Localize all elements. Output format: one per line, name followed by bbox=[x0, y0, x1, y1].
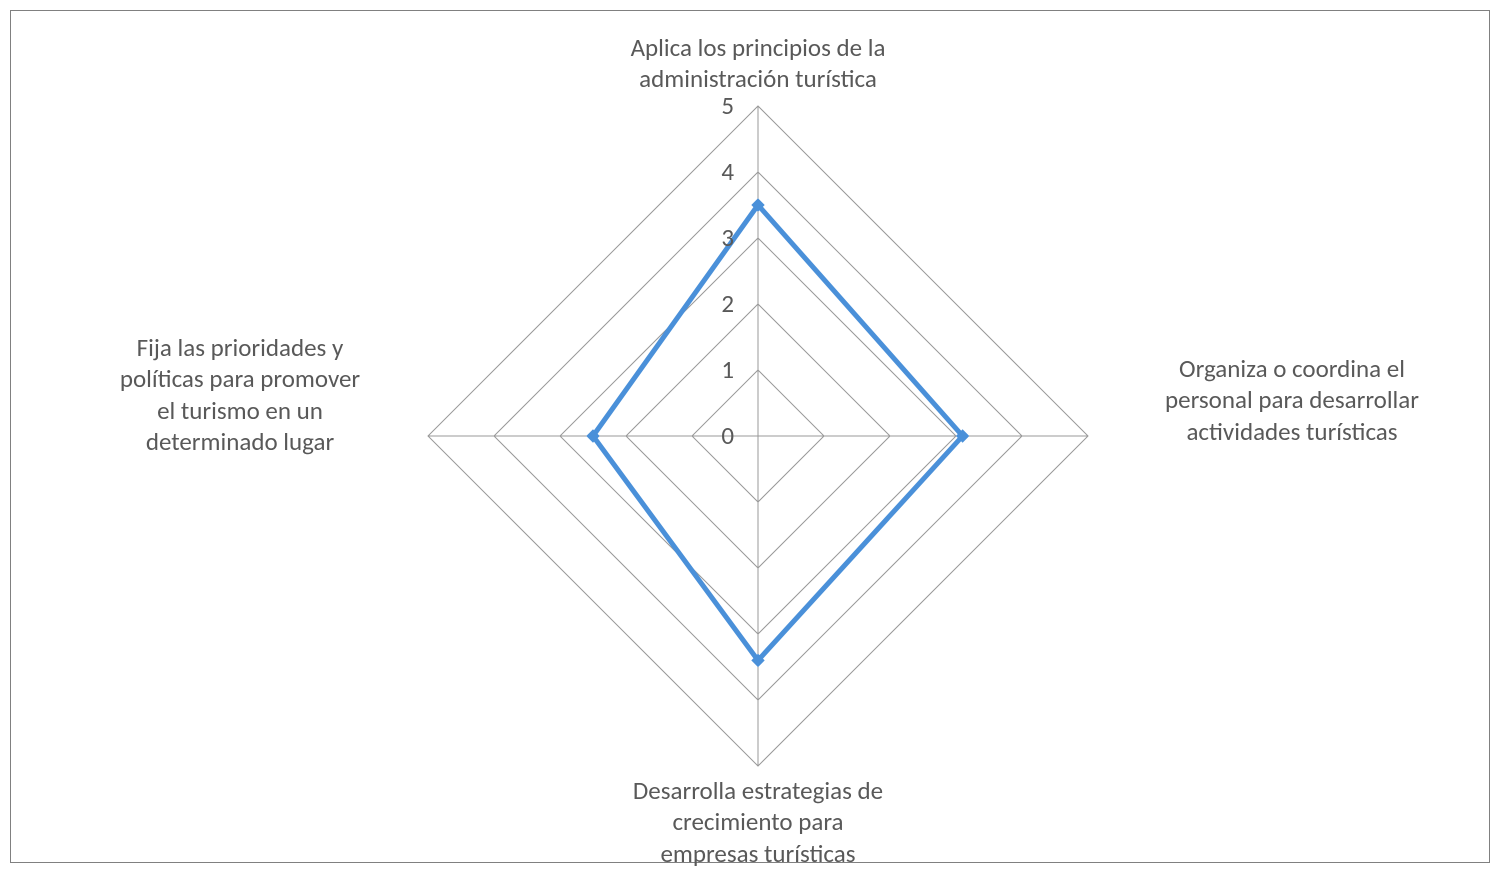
axis-label: Aplica los principios de la administraci… bbox=[498, 32, 1018, 95]
tick-label: 0 bbox=[694, 420, 734, 451]
tick-label: 2 bbox=[694, 288, 734, 319]
axis-label: Desarrolla estrategias de crecimiento pa… bbox=[498, 775, 1018, 869]
tick-label: 5 bbox=[694, 90, 734, 121]
tick-label: 1 bbox=[694, 354, 734, 385]
data-series bbox=[593, 205, 963, 660]
tick-label: 3 bbox=[694, 222, 734, 253]
axis-label: Organiza o coordina el personal para des… bbox=[1112, 353, 1472, 447]
axis-label: Fija las prioridades y políticas para pr… bbox=[60, 332, 420, 457]
tick-label: 4 bbox=[694, 156, 734, 187]
